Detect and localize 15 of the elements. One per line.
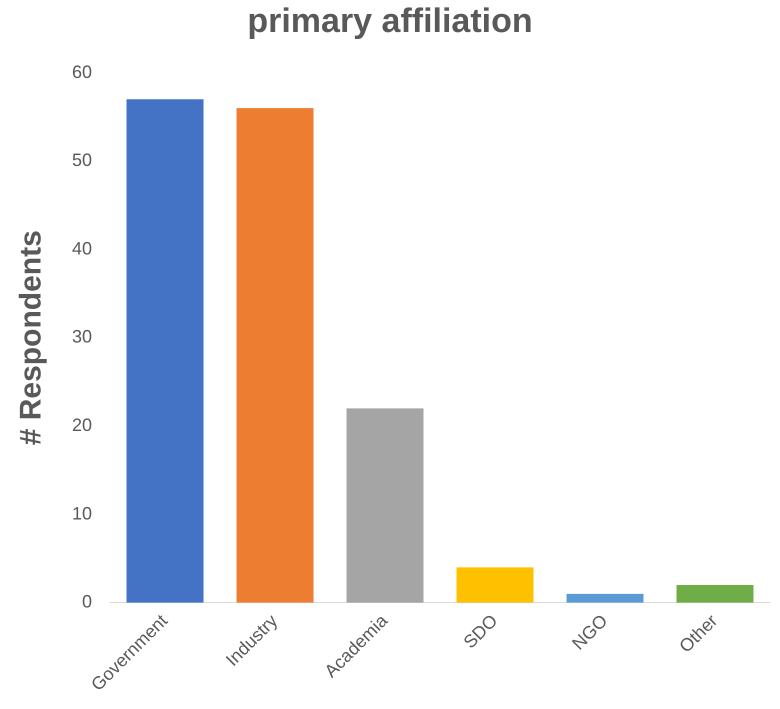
y-axis-title: # Respondents xyxy=(14,230,48,446)
bar xyxy=(456,567,534,603)
y-tick-label: 10 xyxy=(72,503,92,524)
chart-title: primary affiliation xyxy=(247,2,533,40)
bar xyxy=(126,99,204,603)
bar xyxy=(566,594,644,603)
y-tick-label: 50 xyxy=(72,150,92,170)
y-tick-label: 0 xyxy=(82,592,92,612)
y-tick-label: 20 xyxy=(72,415,92,436)
y-tick-label: 60 xyxy=(72,62,92,82)
y-tick-label: 30 xyxy=(72,326,92,347)
bar xyxy=(346,408,424,603)
y-tick-label: 40 xyxy=(72,238,92,258)
bar xyxy=(236,108,314,603)
bar xyxy=(676,585,754,603)
